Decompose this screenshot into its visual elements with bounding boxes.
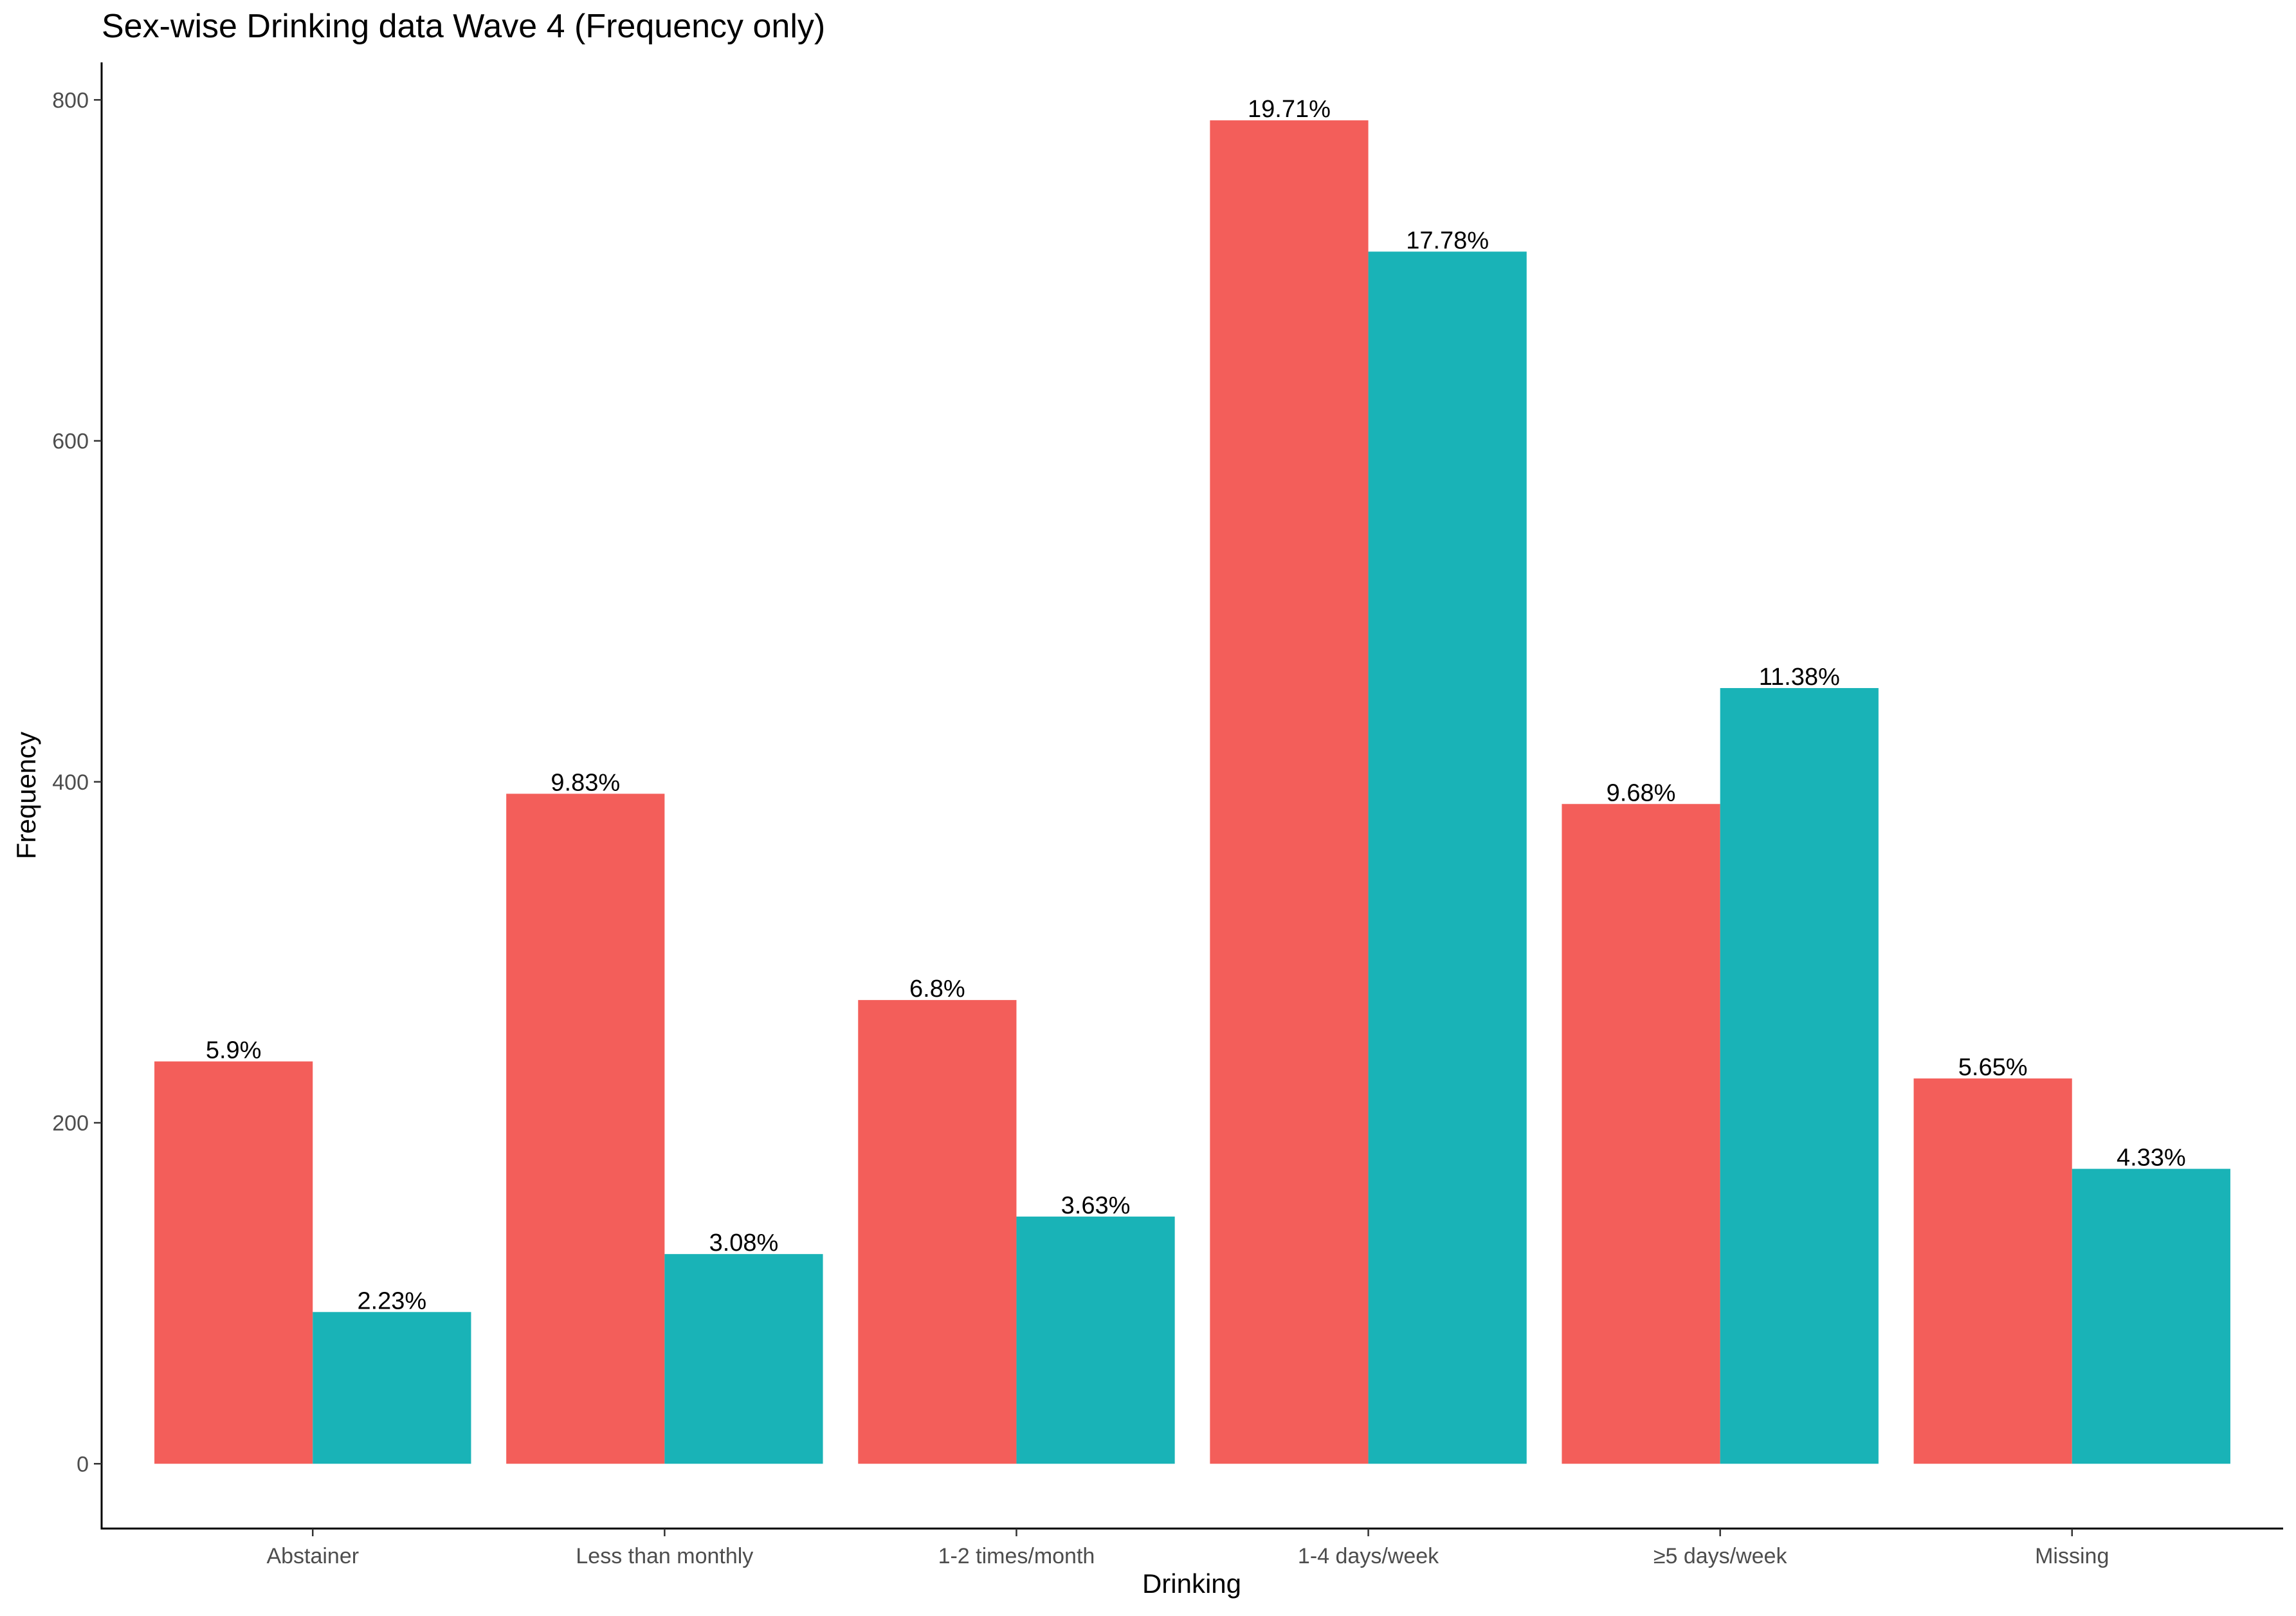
data-labels-group: 5.9% 9.83% 6.8% 19.71% 9.68% 5.65% 2.23% 3.08% 3… [206, 96, 2186, 1314]
y-tick-label: 0 [77, 1452, 89, 1476]
data-label-series-2-1: 3.08% [709, 1230, 779, 1257]
bar-series-1-5 [1913, 1078, 2072, 1464]
y-tick-label: 200 [52, 1111, 89, 1136]
data-label-series-2-4: 11.38% [1759, 664, 1840, 691]
data-label-series-1-3: 19.71% [1248, 96, 1331, 123]
chart-title: Sex-wise Drinking data Wave 4 (Frequency… [102, 8, 825, 45]
data-label-series-2-5: 4.33% [2117, 1145, 2186, 1172]
data-label-series-1-5: 5.65% [1958, 1054, 2028, 1081]
x-tick-label: Less than monthly [576, 1544, 753, 1568]
x-tick-label: Abstainer [266, 1544, 359, 1568]
y-tick-label: 600 [52, 430, 89, 454]
bar-series-2-1 [664, 1254, 823, 1464]
x-tick-label: ≥5 days/week [1654, 1544, 1788, 1568]
data-label-series-1-1: 9.83% [551, 769, 620, 796]
bar-series-2-0 [313, 1312, 471, 1464]
bar-series-1-3 [1210, 120, 1369, 1464]
y-axis-title: Frequency [11, 732, 41, 859]
y-tick-label: 800 [52, 88, 89, 113]
y-axis: 0 200 400 600 800 [52, 88, 102, 1476]
bar-series-2-4 [1720, 687, 1879, 1464]
bar-series-1-2 [858, 1000, 1017, 1464]
bar-series-1-4 [1562, 804, 1720, 1464]
data-label-series-1-2: 6.8% [909, 976, 965, 1003]
data-label-series-1-4: 9.68% [1607, 779, 1676, 806]
bars-group [154, 120, 2230, 1464]
x-tick-label: Missing [2035, 1544, 2109, 1568]
y-tick-label: 400 [52, 770, 89, 795]
data-label-series-2-2: 3.63% [1061, 1192, 1131, 1219]
bar-series-2-2 [1016, 1216, 1175, 1464]
data-label-series-2-0: 2.23% [357, 1287, 426, 1314]
bar-series-2-5 [2072, 1168, 2230, 1464]
bar-series-1-0 [154, 1061, 313, 1464]
data-label-series-2-3: 17.78% [1406, 227, 1489, 254]
x-tick-label: 1-4 days/week [1298, 1544, 1439, 1568]
x-tick-label: 1-2 times/month [938, 1544, 1095, 1568]
x-axis: Abstainer Less than monthly 1-2 times/mont… [266, 1529, 2109, 1568]
bar-series-2-3 [1368, 251, 1527, 1464]
data-label-series-1-0: 5.9% [206, 1037, 262, 1064]
bar-series-1-1 [506, 794, 665, 1464]
x-axis-title: Drinking [1142, 1568, 1241, 1599]
